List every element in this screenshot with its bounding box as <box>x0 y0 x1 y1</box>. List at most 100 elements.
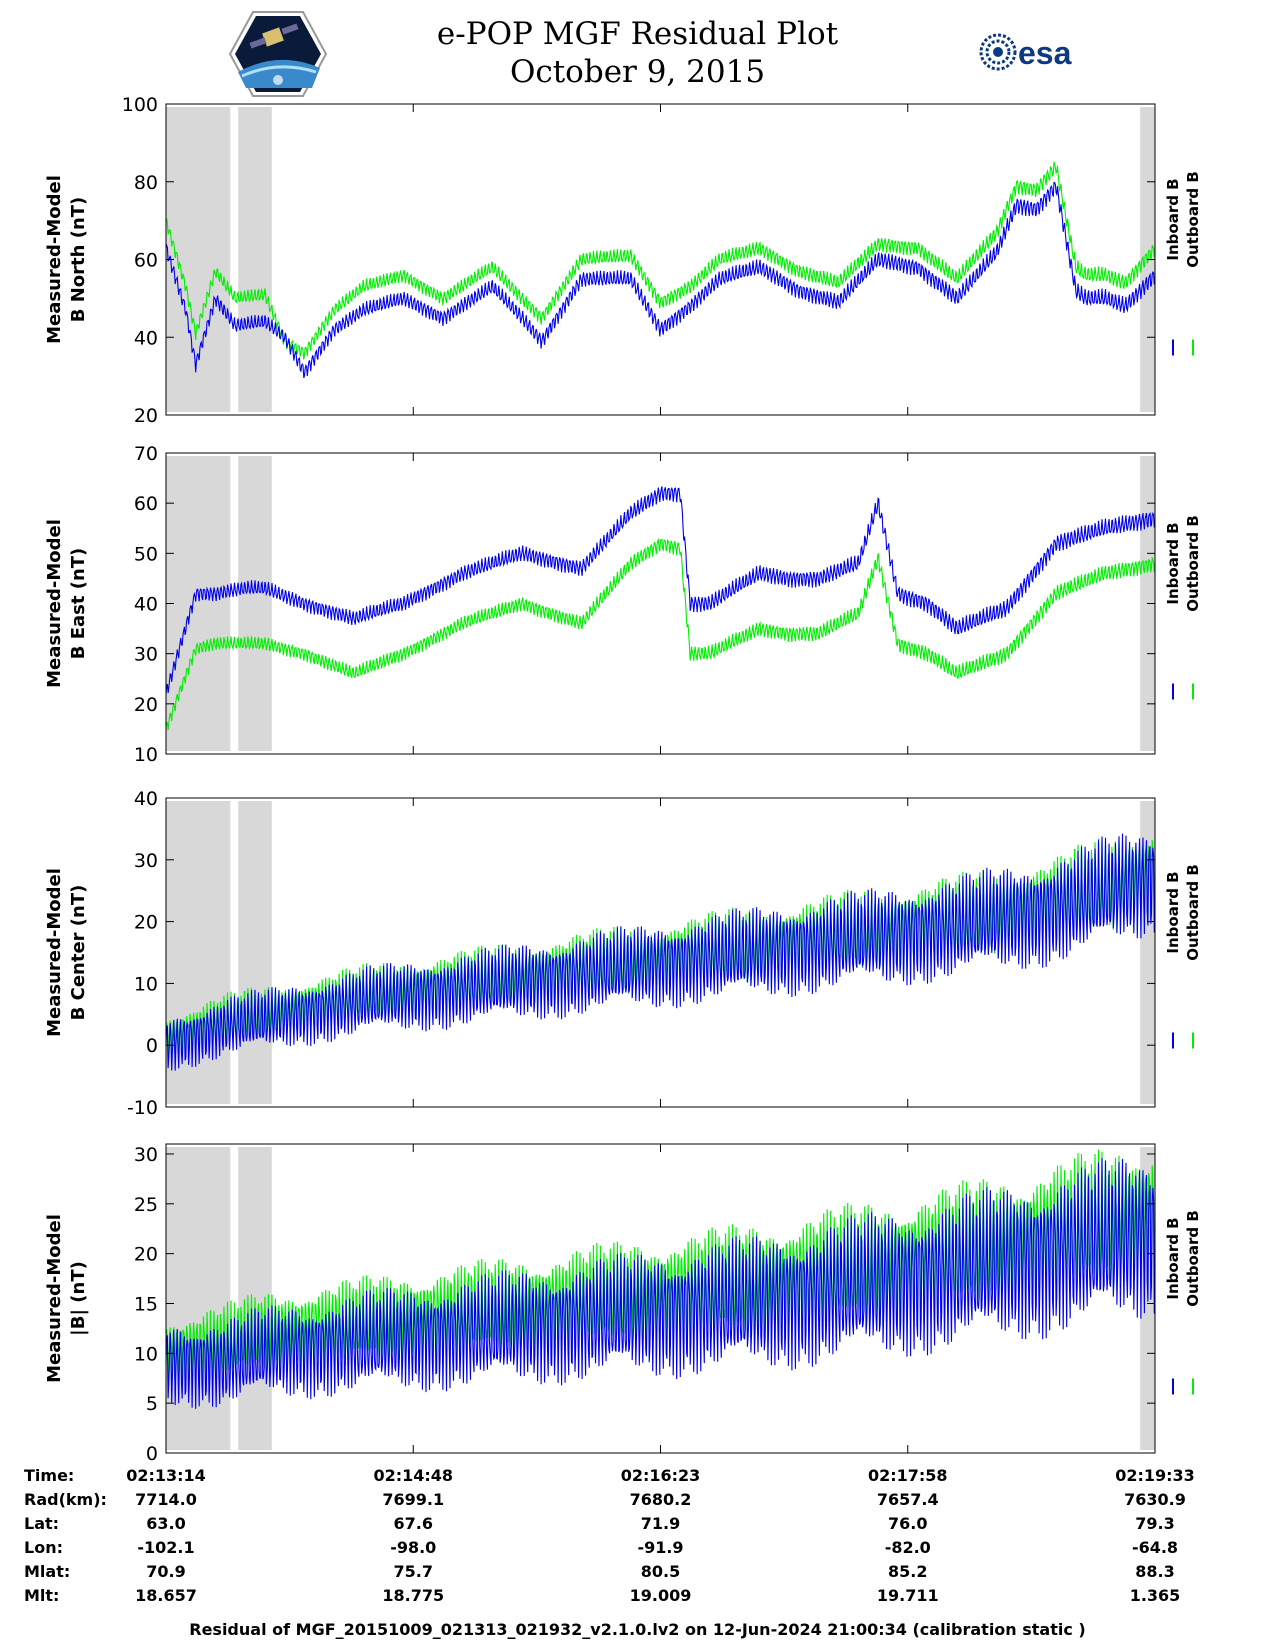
series-inboard <box>165 181 1156 379</box>
info-value: 19.711 <box>876 1586 939 1605</box>
info-row-label: Lat: <box>24 1514 60 1533</box>
chart-date: October 9, 2015 <box>509 54 766 90</box>
info-value: 02:13:14 <box>126 1466 206 1485</box>
y-tick-label: -10 <box>127 1097 158 1119</box>
y-tick-label: 0 <box>146 1035 158 1057</box>
y-tick-label: 5 <box>146 1393 158 1415</box>
info-value: -64.8 <box>1131 1538 1179 1557</box>
gap-shade <box>166 456 231 751</box>
info-value: 7680.2 <box>629 1490 692 1509</box>
series-inboard <box>165 486 1156 694</box>
series-inboard <box>165 833 1156 1071</box>
legend-label: Inboard B <box>1164 178 1182 260</box>
info-value: 18.657 <box>135 1586 197 1605</box>
y-tick-label: 20 <box>134 405 158 427</box>
y-axis-label: Measured-Model <box>44 519 65 688</box>
y-tick-label: 0 <box>146 1443 158 1465</box>
y-tick-label: 100 <box>122 94 158 116</box>
info-value: 02:17:58 <box>867 1466 948 1485</box>
info-value: 63.0 <box>146 1514 186 1533</box>
legend-label: Outboard B <box>1184 515 1202 612</box>
info-value: 02:19:33 <box>1115 1466 1195 1485</box>
y-tick-label: 25 <box>134 1194 158 1216</box>
y-tick-label: 10 <box>134 744 158 766</box>
esa-logo-text: esa <box>1018 35 1072 71</box>
info-row-label: Lon: <box>24 1538 63 1557</box>
y-tick-label: 40 <box>134 327 158 349</box>
info-value: -91.9 <box>637 1538 684 1557</box>
series-outboard <box>165 537 1156 731</box>
y-axis-label: B North (nT) <box>68 197 89 323</box>
info-value: 88.3 <box>1135 1562 1175 1581</box>
info-value: 02:14:48 <box>373 1466 454 1485</box>
gap-shade <box>238 801 272 1104</box>
info-value: 67.6 <box>393 1514 433 1533</box>
info-value: 70.9 <box>146 1562 186 1581</box>
footer-caption: Residual of MGF_20151009_021313_021932_v… <box>189 1620 1086 1639</box>
info-value: -82.0 <box>884 1538 931 1557</box>
info-row-label: Time: <box>24 1466 75 1485</box>
info-value: 7699.1 <box>382 1490 445 1509</box>
series-inboard <box>165 1157 1156 1409</box>
y-tick-label: 30 <box>134 1144 158 1166</box>
panel-total: 0 5 10 15 20 25 30 Measured-Model |B| (nT) Inboar… <box>44 1143 1202 1465</box>
y-tick-label: 20 <box>134 1244 158 1266</box>
y-axis-label: Measured-Model <box>44 175 65 344</box>
legend-label: Inboard B <box>1164 871 1182 953</box>
legend-label: Inboard B <box>1164 1217 1182 1299</box>
cassiope-logo-icon <box>228 11 328 97</box>
legend-label: Inboard B <box>1164 522 1182 604</box>
panel-east: 10 20 30 40 50 60 70 Measured-Model B East (nT) I… <box>44 443 1202 766</box>
info-value: 80.5 <box>640 1562 681 1581</box>
y-tick-label: 30 <box>134 644 158 666</box>
panel-center: -10 0 10 20 30 40 Measured-Model B Center (nT) I… <box>44 788 1202 1119</box>
info-value: 75.7 <box>393 1562 433 1581</box>
y-tick-label: 15 <box>134 1293 158 1315</box>
y-tick-label: 60 <box>134 493 158 515</box>
info-value: 18.775 <box>382 1586 445 1605</box>
info-value: -102.1 <box>137 1538 195 1557</box>
y-axis-label: |B| (nT) <box>68 1261 89 1336</box>
info-value: 71.9 <box>640 1514 681 1533</box>
y-tick-label: 20 <box>134 694 158 716</box>
y-tick-label: 40 <box>134 788 158 810</box>
y-tick-label: 10 <box>134 1343 158 1365</box>
info-value: 7714.0 <box>135 1490 197 1509</box>
plot-area <box>166 453 1155 754</box>
y-axis-label: Measured-Model <box>44 1214 65 1383</box>
info-value: 02:16:23 <box>620 1466 701 1485</box>
legend-label: Outboard B <box>1184 171 1202 268</box>
gap-shade <box>238 456 272 751</box>
plot-area <box>166 104 1155 415</box>
y-tick-label: 10 <box>134 973 158 995</box>
y-tick-label: 60 <box>134 250 158 272</box>
info-value: 1.365 <box>1129 1586 1181 1605</box>
y-tick-label: 80 <box>134 172 158 194</box>
y-tick-label: 50 <box>134 543 158 565</box>
info-value: -98.0 <box>390 1538 437 1557</box>
y-axis-label: Measured-Model <box>44 868 65 1037</box>
esa-logo-icon: esa <box>979 33 1072 71</box>
info-row-label: Mlat: <box>24 1562 71 1581</box>
info-value: 7657.4 <box>876 1490 939 1509</box>
info-value: 7630.9 <box>1124 1490 1186 1509</box>
chart-title: e-POP MGF Residual Plot <box>436 16 839 52</box>
gap-shade <box>238 107 272 412</box>
y-axis-label: B East (nT) <box>68 548 89 660</box>
info-row-label: Mlt: <box>24 1586 60 1605</box>
info-row-label: Rad(km): <box>24 1490 107 1509</box>
y-axis-label: B Center (nT) <box>68 885 89 1021</box>
info-value: 85.2 <box>888 1562 928 1581</box>
series-outboard <box>165 161 1156 360</box>
info-value: 19.009 <box>629 1586 692 1605</box>
y-tick-label: 30 <box>134 850 158 872</box>
legend-label: Outboard B <box>1184 1210 1202 1307</box>
y-tick-label: 40 <box>134 594 158 616</box>
gap-shade <box>166 107 231 412</box>
y-tick-label: 20 <box>134 912 158 934</box>
panel-north: 20 40 60 80 100 Measured-Model B North (nT) Inb… <box>44 94 1202 427</box>
info-value: 76.0 <box>888 1514 928 1533</box>
info-value: 79.3 <box>1135 1514 1175 1533</box>
legend-label: Outboard B <box>1184 864 1202 961</box>
